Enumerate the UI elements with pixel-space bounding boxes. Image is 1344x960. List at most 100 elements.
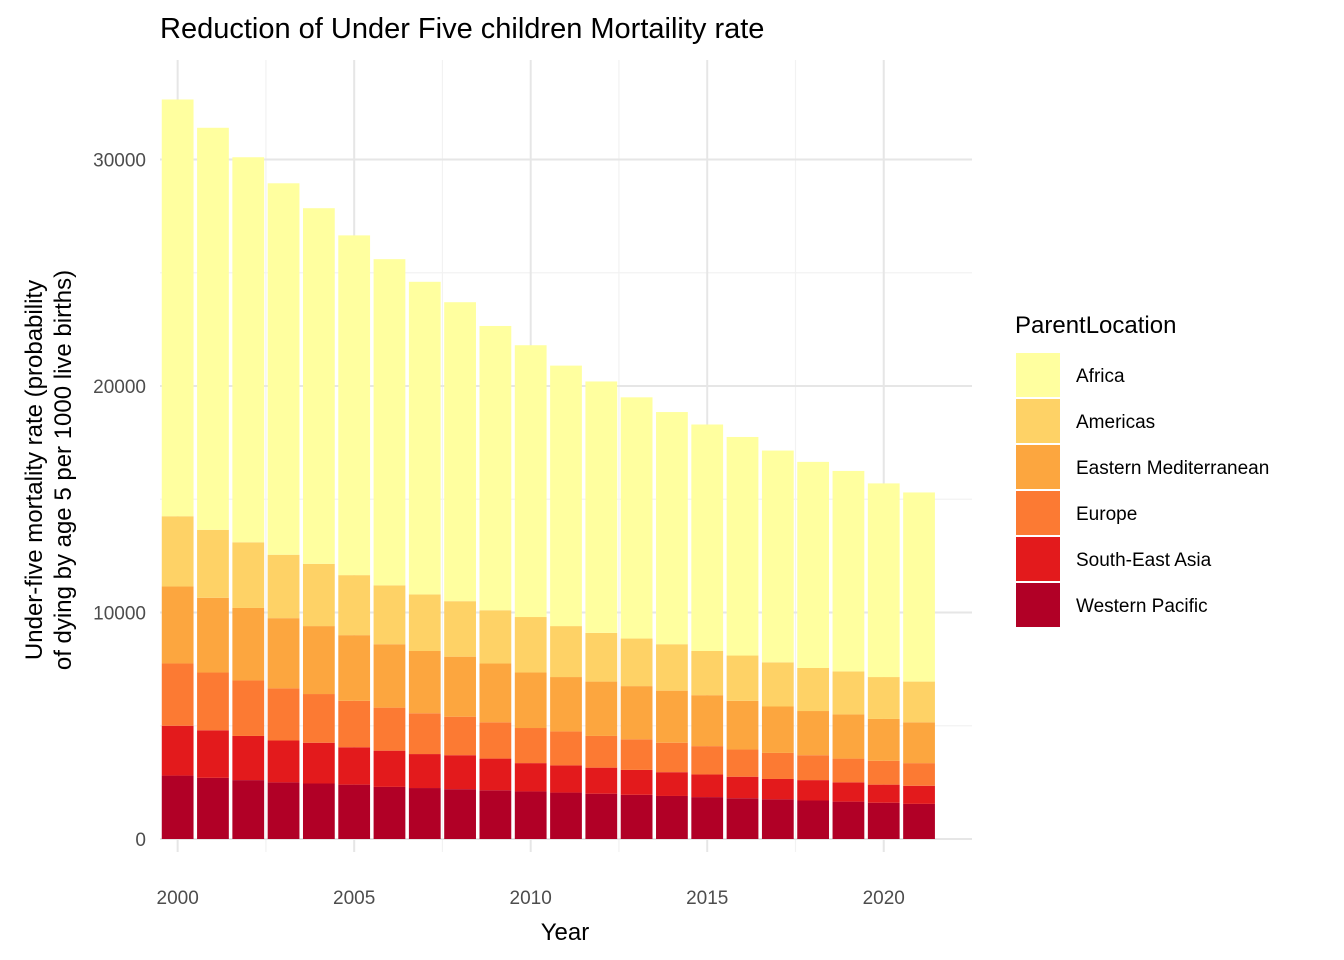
bar-segment-americas-2015 bbox=[691, 651, 724, 696]
bar-segment-south-east-asia-2015 bbox=[691, 774, 724, 798]
bar-segment-africa-2020 bbox=[867, 483, 900, 678]
bar-segment-americas-2020 bbox=[867, 677, 900, 719]
bar-segment-eastern-mediterranean-2014 bbox=[656, 690, 688, 743]
bar-segment-western-pacific-2016 bbox=[726, 798, 759, 839]
bar-segment-europe-2000 bbox=[161, 663, 194, 726]
bar-segment-western-pacific-2005 bbox=[338, 784, 371, 839]
bar-segment-western-pacific-2008 bbox=[444, 789, 476, 839]
bar-segment-eastern-mediterranean-2002 bbox=[232, 607, 265, 681]
bar-segment-europe-2012 bbox=[585, 735, 618, 768]
bar-segment-south-east-asia-2004 bbox=[302, 742, 335, 784]
bar-segment-south-east-asia-2003 bbox=[267, 740, 300, 783]
bar-segment-eastern-mediterranean-2004 bbox=[302, 626, 335, 695]
bar-segment-europe-2019 bbox=[832, 758, 865, 783]
bar-segment-europe-2020 bbox=[867, 760, 900, 785]
bar-segment-europe-2006 bbox=[373, 707, 406, 751]
bar-segment-africa-2018 bbox=[797, 461, 830, 668]
bar-segment-western-pacific-2009 bbox=[479, 790, 512, 839]
bar-segment-eastern-mediterranean-2020 bbox=[867, 718, 900, 761]
y-axis-title: Under-five mortality rate (probability o… bbox=[21, 270, 77, 670]
bar-segment-eastern-mediterranean-2016 bbox=[726, 700, 759, 750]
y-tick-label: 20000 bbox=[93, 377, 146, 398]
bar-segment-africa-2019 bbox=[832, 470, 865, 672]
bar-segment-africa-2005 bbox=[338, 235, 371, 576]
bar-segment-eastern-mediterranean-2021 bbox=[903, 722, 935, 764]
y-tick-label: 0 bbox=[135, 830, 146, 851]
x-tick-label: 2000 bbox=[157, 888, 199, 909]
bar-segment-americas-2010 bbox=[514, 617, 547, 673]
bar-segment-europe-2010 bbox=[514, 728, 547, 764]
bar-segment-americas-2000 bbox=[161, 516, 194, 587]
bar-segment-europe-2018 bbox=[797, 755, 830, 781]
bar-segment-western-pacific-2007 bbox=[408, 788, 441, 839]
tick-labels: 2000 2005 2010 2015 2020 0 10000 20000 30000 bbox=[93, 151, 905, 910]
bar-segment-africa-2009 bbox=[479, 325, 512, 611]
bar-segment-africa-2000 bbox=[161, 99, 194, 517]
bar-segment-americas-2007 bbox=[408, 594, 441, 652]
bar-segment-western-pacific-2011 bbox=[550, 792, 582, 839]
bar-segment-africa-2012 bbox=[585, 381, 618, 633]
bar-segment-western-pacific-2004 bbox=[302, 783, 335, 839]
bar-segment-south-east-asia-2012 bbox=[585, 767, 618, 794]
bar-segment-western-pacific-2001 bbox=[197, 777, 229, 839]
x-tick-label: 2020 bbox=[863, 888, 905, 909]
bar-segment-south-east-asia-2017 bbox=[761, 778, 794, 800]
legend-label-western-pacific: Western Pacific bbox=[1076, 596, 1208, 617]
bar-segment-south-east-asia-2006 bbox=[373, 750, 406, 787]
legend-label-south-east-asia: South-East Asia bbox=[1076, 550, 1212, 571]
bar-segment-eastern-mediterranean-2007 bbox=[408, 651, 441, 714]
bar-segment-south-east-asia-2020 bbox=[867, 784, 900, 803]
bar-segment-americas-2005 bbox=[338, 575, 371, 636]
legend: ParentLocation Africa Americas Eastern Med… bbox=[1015, 312, 1269, 627]
bar-segment-americas-2004 bbox=[302, 563, 335, 627]
bar-segment-eastern-mediterranean-2017 bbox=[761, 706, 794, 753]
bar-segment-europe-2005 bbox=[338, 700, 371, 748]
bar-segment-eastern-mediterranean-2010 bbox=[514, 672, 547, 729]
bar-segment-americas-2002 bbox=[232, 542, 265, 608]
bar-segment-south-east-asia-2014 bbox=[656, 772, 688, 796]
legend-label-americas: Americas bbox=[1076, 412, 1155, 433]
bar-segment-americas-2017 bbox=[761, 662, 794, 707]
bar-segment-americas-2001 bbox=[197, 529, 229, 598]
bar-segment-western-pacific-2013 bbox=[620, 794, 653, 839]
legend-key-western-pacific bbox=[1016, 583, 1060, 627]
bar-segment-eastern-mediterranean-2015 bbox=[691, 695, 724, 747]
bar-segment-americas-2021 bbox=[903, 681, 935, 723]
bar-segment-europe-2013 bbox=[620, 739, 653, 770]
legend-key-americas bbox=[1016, 399, 1060, 443]
bar-segment-americas-2019 bbox=[832, 671, 865, 715]
bar-segment-africa-2010 bbox=[514, 345, 547, 618]
bar-segment-americas-2011 bbox=[550, 626, 582, 678]
bar-segment-western-pacific-2015 bbox=[691, 797, 724, 839]
bar-segment-south-east-asia-2007 bbox=[408, 754, 441, 789]
bar-segment-western-pacific-2019 bbox=[832, 801, 865, 839]
bar-segment-eastern-mediterranean-2018 bbox=[797, 711, 830, 756]
bar-segment-south-east-asia-2010 bbox=[514, 763, 547, 792]
bar-segment-eastern-mediterranean-2008 bbox=[444, 656, 476, 717]
bar-segment-europe-2014 bbox=[656, 742, 688, 773]
y-tick-label: 30000 bbox=[93, 151, 146, 172]
bar-segment-south-east-asia-2016 bbox=[726, 776, 759, 799]
bar-segment-americas-2012 bbox=[585, 632, 618, 682]
bar-segment-africa-2021 bbox=[903, 492, 935, 682]
bar-segment-africa-2015 bbox=[691, 424, 724, 652]
bar-segment-eastern-mediterranean-2001 bbox=[197, 597, 229, 673]
bar-segment-south-east-asia-2005 bbox=[338, 747, 371, 785]
bar-segment-western-pacific-2000 bbox=[161, 775, 194, 839]
bar-segment-western-pacific-2021 bbox=[903, 803, 935, 839]
bar-segment-africa-2002 bbox=[232, 157, 265, 543]
bar-segment-europe-2008 bbox=[444, 716, 476, 756]
bar-segment-eastern-mediterranean-2003 bbox=[267, 618, 300, 689]
bars bbox=[161, 99, 935, 839]
bar-segment-eastern-mediterranean-2009 bbox=[479, 663, 512, 723]
bar-segment-western-pacific-2020 bbox=[867, 802, 900, 839]
bar-segment-africa-2008 bbox=[444, 302, 476, 602]
x-tick-label: 2015 bbox=[686, 888, 728, 909]
bar-segment-south-east-asia-2009 bbox=[479, 758, 512, 791]
bar-segment-south-east-asia-2013 bbox=[620, 769, 653, 795]
bar-segment-americas-2016 bbox=[726, 655, 759, 701]
bar-segment-south-east-asia-2011 bbox=[550, 765, 582, 793]
bar-segment-western-pacific-2012 bbox=[585, 793, 618, 839]
bar-segment-africa-2013 bbox=[620, 397, 653, 639]
bar-segment-americas-2018 bbox=[797, 667, 830, 712]
